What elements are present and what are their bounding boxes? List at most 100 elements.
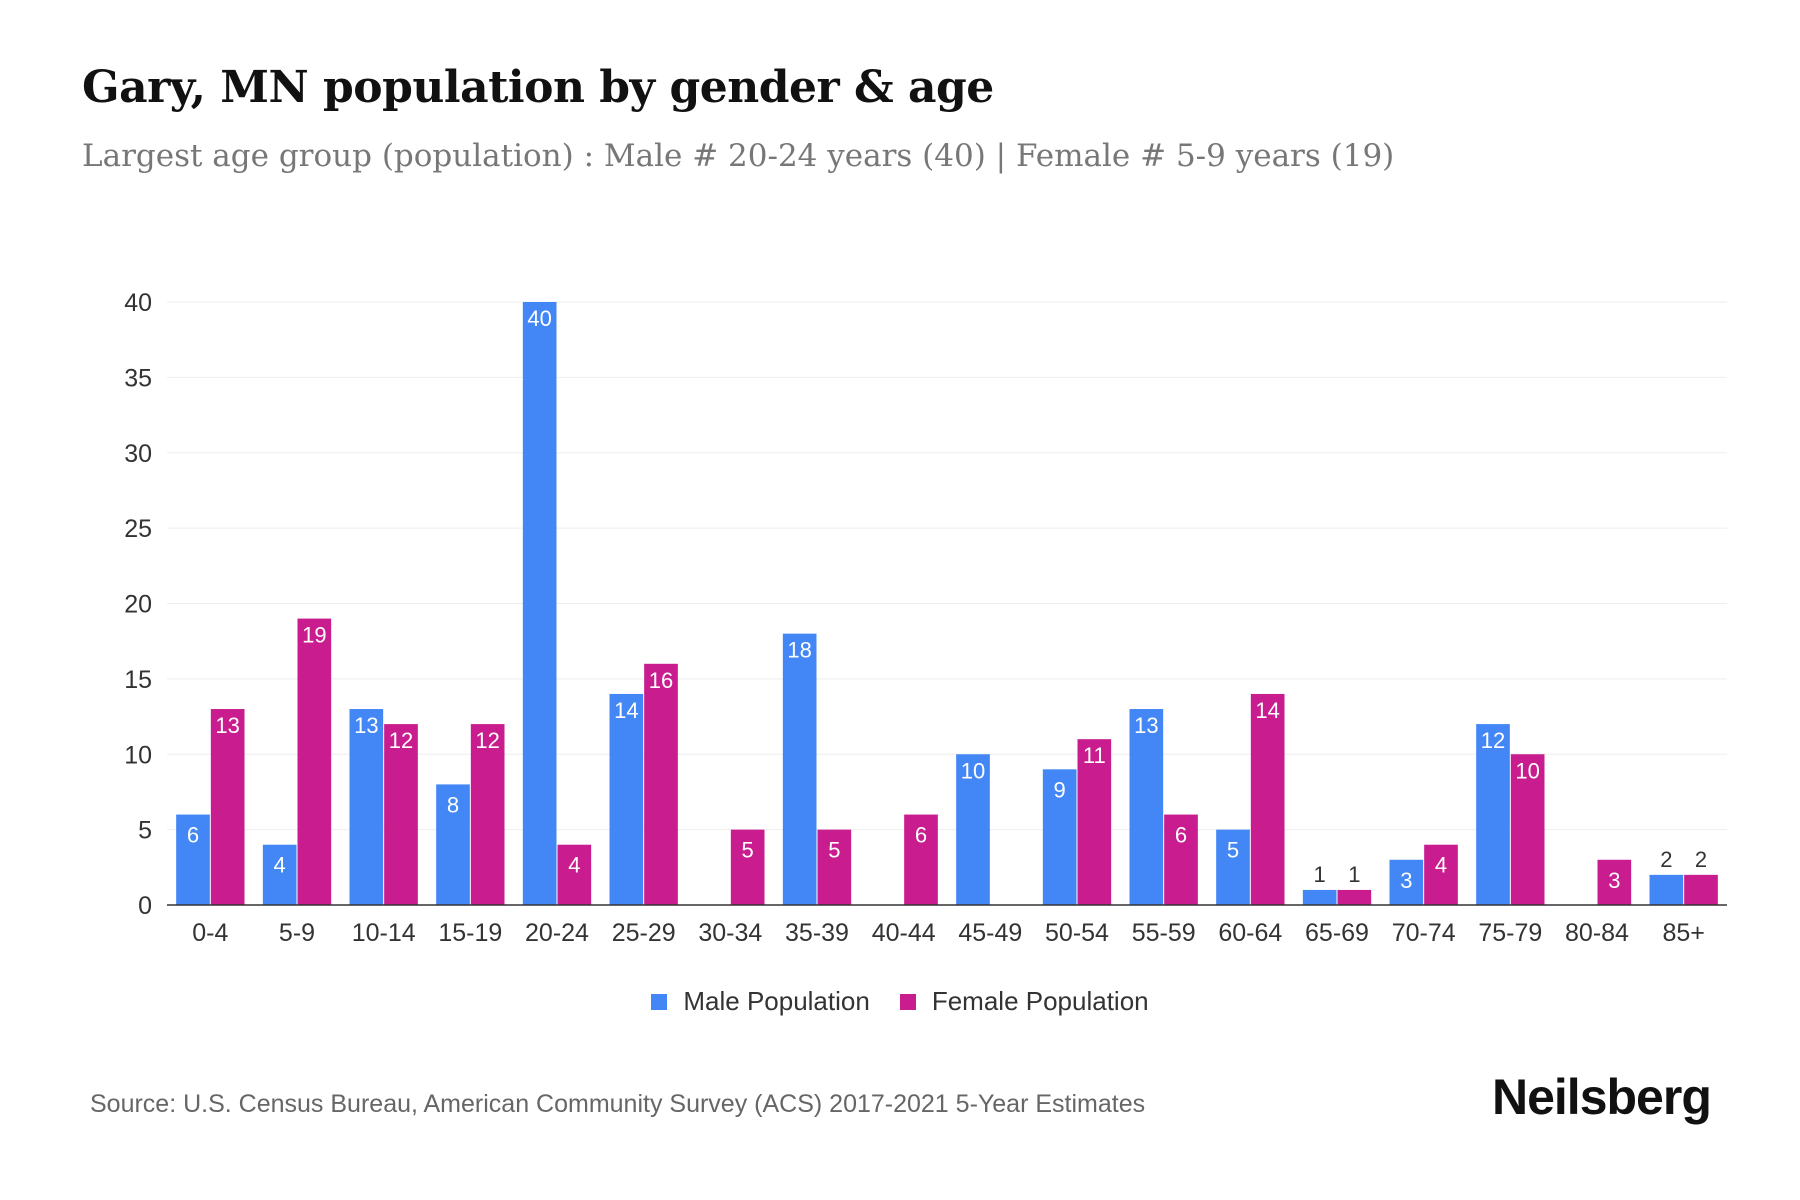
y-tick-label: 10 bbox=[124, 741, 152, 769]
data-label: 3 bbox=[1400, 868, 1412, 893]
data-label: 5 bbox=[742, 838, 754, 863]
legend: Male Population Female Population bbox=[0, 986, 1800, 1017]
bar-male bbox=[1302, 889, 1337, 905]
bar-female bbox=[1424, 844, 1458, 905]
x-tick-label: 40-44 bbox=[872, 919, 936, 947]
y-tick-label: 25 bbox=[124, 515, 152, 543]
y-tick-label: 15 bbox=[124, 666, 152, 694]
bar-male bbox=[1649, 874, 1684, 905]
legend-swatch-male bbox=[651, 993, 668, 1010]
x-tick-label: 25-29 bbox=[612, 919, 676, 947]
data-label: 1 bbox=[1348, 862, 1360, 887]
source-note: Source: U.S. Census Bureau, American Com… bbox=[90, 1090, 1146, 1118]
data-label: 2 bbox=[1660, 847, 1672, 872]
legend-item-female: Female Population bbox=[899, 986, 1149, 1017]
data-label: 11 bbox=[1083, 743, 1106, 768]
data-label: 16 bbox=[649, 668, 673, 693]
data-label: 19 bbox=[302, 623, 326, 648]
data-label: 14 bbox=[614, 698, 638, 723]
bar-male bbox=[1042, 769, 1077, 905]
x-tick-label: 15-19 bbox=[438, 919, 502, 947]
x-tick-label: 0-4 bbox=[192, 919, 228, 947]
x-tick-label: 35-39 bbox=[785, 919, 849, 947]
bar-male bbox=[1389, 859, 1424, 905]
bar-female bbox=[817, 829, 852, 905]
data-label: 10 bbox=[1515, 758, 1539, 783]
bar-female bbox=[297, 618, 332, 905]
data-label: 13 bbox=[354, 713, 378, 738]
x-tick-label: 60-64 bbox=[1218, 919, 1282, 947]
bar-male bbox=[609, 693, 644, 905]
data-label: 12 bbox=[389, 728, 413, 753]
x-tick-label: 50-54 bbox=[1045, 919, 1109, 947]
x-tick-label: 75-79 bbox=[1478, 919, 1542, 947]
data-label: 13 bbox=[215, 713, 239, 738]
bar-female bbox=[1684, 874, 1718, 905]
bar-male bbox=[782, 633, 817, 905]
data-label: 40 bbox=[527, 306, 551, 331]
bar-male bbox=[1129, 709, 1164, 905]
legend-swatch-female bbox=[899, 993, 916, 1010]
bar-male bbox=[956, 754, 990, 905]
x-tick-label: 5-9 bbox=[279, 919, 315, 947]
bar-female bbox=[1337, 889, 1372, 905]
data-label: 4 bbox=[1435, 853, 1447, 878]
data-label: 18 bbox=[787, 638, 811, 663]
x-tick-label: 70-74 bbox=[1392, 919, 1456, 947]
data-label: 6 bbox=[1175, 823, 1187, 848]
bar-female bbox=[644, 663, 678, 905]
bar-male bbox=[1476, 724, 1510, 905]
chart-title: Gary, MN population by gender & age bbox=[82, 62, 994, 113]
data-label: 6 bbox=[187, 823, 199, 848]
bar-female bbox=[1164, 814, 1198, 905]
data-label: 3 bbox=[1608, 868, 1620, 893]
data-label: 12 bbox=[1481, 728, 1505, 753]
data-label: 8 bbox=[447, 792, 459, 817]
y-tick-label: 40 bbox=[124, 289, 152, 317]
data-label: 12 bbox=[475, 728, 499, 753]
chart-subtitle: Largest age group (population) : Male # … bbox=[82, 138, 1395, 174]
neilsberg-logo: Neilsberg bbox=[1492, 1069, 1712, 1125]
data-label: 2 bbox=[1695, 847, 1707, 872]
x-tick-label: 45-49 bbox=[958, 919, 1022, 947]
y-tick-label: 30 bbox=[124, 440, 152, 468]
bar-male bbox=[522, 302, 557, 905]
bar-male bbox=[1216, 829, 1250, 905]
data-label: 13 bbox=[1134, 713, 1158, 738]
bar-female bbox=[557, 844, 592, 905]
bar-female bbox=[1510, 754, 1545, 905]
data-label: 4 bbox=[568, 853, 580, 878]
y-tick-label: 0 bbox=[138, 892, 152, 920]
legend-item-male: Male Population bbox=[651, 986, 870, 1017]
x-tick-label: 65-69 bbox=[1305, 919, 1369, 947]
bar-female bbox=[384, 724, 418, 905]
y-tick-label: 35 bbox=[124, 364, 152, 392]
bar-female bbox=[1077, 739, 1112, 905]
bar-male bbox=[349, 709, 384, 905]
x-tick-label: 55-59 bbox=[1132, 919, 1196, 947]
y-tick-label: 5 bbox=[138, 817, 152, 845]
legend-label-female: Female Population bbox=[931, 986, 1149, 1016]
bar-male bbox=[176, 814, 210, 905]
data-label: 10 bbox=[961, 758, 985, 783]
bar-male bbox=[436, 784, 470, 905]
x-tick-label: 10-14 bbox=[352, 919, 416, 947]
x-tick-label: 85+ bbox=[1662, 919, 1704, 947]
x-tick-label: 30-34 bbox=[698, 919, 762, 947]
bar-female bbox=[470, 724, 505, 905]
bar-female bbox=[210, 709, 245, 905]
x-tick-label: 80-84 bbox=[1565, 919, 1629, 947]
bar-female bbox=[730, 829, 765, 905]
legend-label-male: Male Population bbox=[683, 986, 870, 1016]
data-label: 9 bbox=[1054, 777, 1066, 802]
x-tick-label: 20-24 bbox=[525, 919, 589, 947]
bar-female bbox=[904, 814, 938, 905]
data-label: 14 bbox=[1255, 698, 1279, 723]
data-label: 5 bbox=[1227, 838, 1239, 863]
bar-female bbox=[1597, 859, 1632, 905]
data-label: 5 bbox=[828, 838, 840, 863]
y-tick-label: 20 bbox=[124, 591, 152, 619]
data-label: 6 bbox=[915, 823, 927, 848]
bar-female bbox=[1250, 693, 1285, 905]
